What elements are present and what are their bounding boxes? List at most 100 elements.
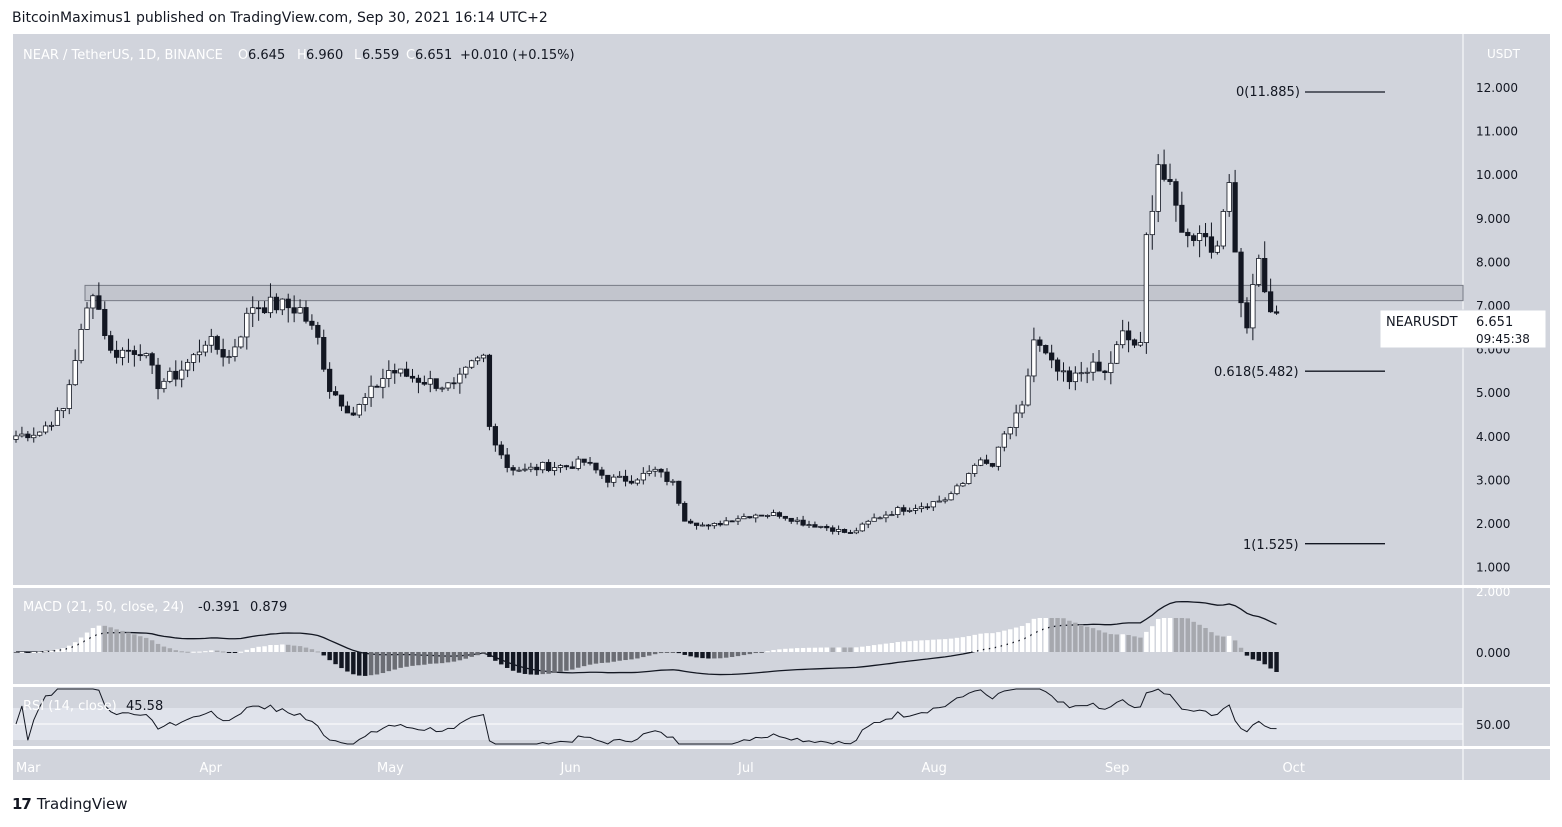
candle-body (403, 368, 410, 377)
macd-histogram-bar (274, 644, 279, 652)
candle-body (628, 480, 635, 484)
macd-histogram-bar (700, 652, 705, 659)
macd-histogram-bar (1262, 652, 1267, 665)
macd-histogram-bar (368, 652, 374, 676)
macd-histogram-bar (1238, 647, 1244, 652)
macd-histogram-bar (167, 648, 173, 652)
macd-histogram-bar (647, 652, 652, 656)
macd-histogram-bar (209, 650, 214, 652)
candle-body (883, 514, 889, 519)
macd-histogram-bar (664, 652, 670, 653)
candle-body (285, 298, 291, 309)
candle-body (759, 514, 765, 517)
macd-histogram-bar (132, 634, 137, 652)
candle-body (824, 525, 830, 529)
macd-histogram-bar (433, 652, 439, 664)
macd-histogram-bar (605, 652, 611, 663)
candle-body (1001, 433, 1007, 448)
candle-body (1031, 339, 1037, 377)
candle-body (119, 349, 126, 358)
macd-histogram-bar (753, 652, 758, 654)
resistance-zone (84, 284, 1464, 302)
candle-body (581, 458, 587, 463)
macd-histogram-bar (191, 651, 196, 653)
candle-body (972, 464, 978, 474)
candle-body (486, 354, 493, 427)
candle-body (1025, 375, 1031, 406)
candle-body (137, 354, 143, 357)
macd-histogram-bar (1167, 618, 1173, 652)
macd-histogram-bar (682, 652, 687, 655)
y-tick-label: 10.000 (1476, 168, 1518, 182)
macd-histogram-bar (1138, 637, 1143, 652)
candle-body (463, 366, 469, 375)
macd-histogram-bar (102, 625, 107, 652)
macd-histogram-bar (1079, 624, 1084, 652)
macd-histogram-bar (469, 652, 474, 657)
candle-body (658, 468, 664, 473)
candle-body (332, 391, 339, 396)
macd-histogram-bar (990, 633, 995, 652)
candle-body (37, 431, 43, 436)
macd-histogram-bar (836, 647, 841, 652)
macd-histogram-bar (345, 652, 350, 672)
main-pane (13, 34, 1550, 585)
y-tick-label: 5.000 (1476, 386, 1510, 400)
candle-body (291, 307, 297, 314)
legend-symbol: NEAR / TetherUS, 1D, BINANCE (23, 48, 223, 63)
macd-histogram-bar (1161, 618, 1167, 652)
candle-body (474, 357, 481, 362)
macd-histogram-bar (72, 642, 78, 652)
macd-label: MACD (21, 50, close, 24) (23, 600, 184, 615)
candle-body (469, 360, 475, 368)
price-tag-symbol: NEARUSDT (1386, 315, 1458, 330)
candle-body (1019, 404, 1025, 414)
macd-histogram-bar (1126, 635, 1131, 652)
candle-body (173, 370, 179, 380)
macd-histogram-bar (759, 652, 764, 653)
macd-histogram-bar (806, 647, 812, 652)
candle-body (901, 507, 907, 512)
macd-histogram-bar (824, 647, 829, 652)
price-chart[interactable]: 12.00011.00010.0009.0008.0007.0006.0005.… (0, 0, 1562, 790)
candle-body (1202, 233, 1209, 238)
candle-body (510, 467, 516, 471)
macd-histogram-bar (1173, 618, 1179, 652)
macd-histogram-bar (428, 652, 433, 664)
macd-histogram-bar (617, 652, 622, 661)
candle-body (646, 470, 652, 474)
candle-body (794, 519, 800, 522)
macd-histogram-bar (984, 633, 989, 652)
candle-body (1102, 370, 1108, 374)
macd-histogram-bar (706, 652, 711, 659)
price-tag-box (1379, 309, 1547, 349)
time-axis (13, 749, 1550, 780)
candle-body (1268, 291, 1274, 313)
candle-body (534, 466, 540, 471)
macd-histogram-bar (96, 625, 102, 652)
candle-body (528, 466, 534, 470)
candle-body (321, 337, 327, 370)
candle-body (705, 524, 712, 527)
candle-body (847, 532, 854, 534)
candle-body (1060, 370, 1067, 373)
macd-histogram-bar (286, 644, 291, 652)
macd-histogram-bar (84, 632, 90, 652)
macd-histogram-bar (262, 646, 267, 652)
macd-histogram-bar (499, 652, 504, 665)
candle-body (995, 446, 1002, 467)
macd-histogram-bar (800, 647, 806, 652)
fib-label-0: 0(11.885) (1236, 85, 1300, 100)
macd-histogram-bar (1215, 635, 1220, 652)
macd-histogram-bar (522, 652, 528, 674)
candle-body (226, 356, 232, 359)
candle-body (167, 370, 173, 382)
macd-histogram-bar (1179, 618, 1185, 652)
macd-histogram-bar (966, 636, 972, 652)
candle-body (1273, 311, 1280, 314)
macd-histogram-bar (1197, 624, 1202, 652)
macd-histogram-bar (1114, 634, 1119, 652)
candle-body (78, 329, 84, 361)
macd-histogram-bar (848, 647, 853, 652)
macd-histogram-bar (1144, 631, 1149, 652)
